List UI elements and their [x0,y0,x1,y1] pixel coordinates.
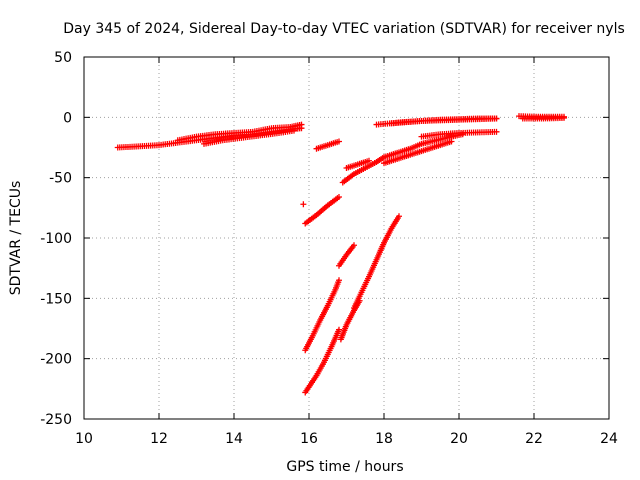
data-point [336,277,342,284]
y-tick-label: -50 [49,171,72,187]
data-point [493,128,500,135]
data-point [336,193,342,200]
data-points [114,113,567,396]
data-point [291,127,297,134]
x-tick-label: 10 [75,431,93,447]
y-tick-label: -150 [40,291,72,307]
axis-ticks: 10 12 14 16 18 20 22 24 -250 -200 -150 -100 -50 0 50 [40,50,618,447]
data-series [174,121,305,144]
data-point [459,131,466,138]
data-series [337,297,363,343]
plot-frame [83,56,610,420]
data-point [448,138,455,145]
data-point [561,114,567,121]
data-series [339,131,466,186]
data-point [298,121,305,128]
x-tick-label: 12 [150,431,168,447]
x-tick-label: 16 [300,431,318,447]
y-tick-label: 0 [63,110,72,126]
data-series [302,193,342,227]
data-series [336,242,357,269]
data-series [343,157,372,172]
data-point [300,201,307,208]
y-tick-label: -250 [40,412,72,428]
data-series [302,277,342,354]
data-point [336,326,342,333]
chart-title: Day 345 of 2024, Sidereal Day-to-day VTE… [63,21,625,37]
data-point [396,213,402,220]
x-tick-label: 22 [525,431,543,447]
x-tick-label: 18 [375,431,393,447]
y-axis-label: SDTVAR / TECUs [8,181,24,296]
data-point [366,157,372,164]
x-tick-label: 20 [450,431,468,447]
data-point [336,138,342,145]
data-series [313,138,342,152]
data-series [302,326,342,396]
y-tick-label: 50 [54,50,72,66]
data-point [351,242,357,249]
data-series [300,201,307,208]
y-tick-label: -200 [40,352,72,368]
y-tick-label: -100 [40,231,72,247]
data-series [201,127,297,147]
data-series [351,213,402,311]
grid-lines [84,57,609,419]
data-series [519,114,567,122]
data-series [388,115,500,127]
x-tick-label: 14 [225,431,243,447]
x-tick-label: 24 [600,431,618,447]
data-point [493,115,500,122]
x-axis-label: GPS time / hours [286,459,403,475]
data-series [381,138,455,167]
